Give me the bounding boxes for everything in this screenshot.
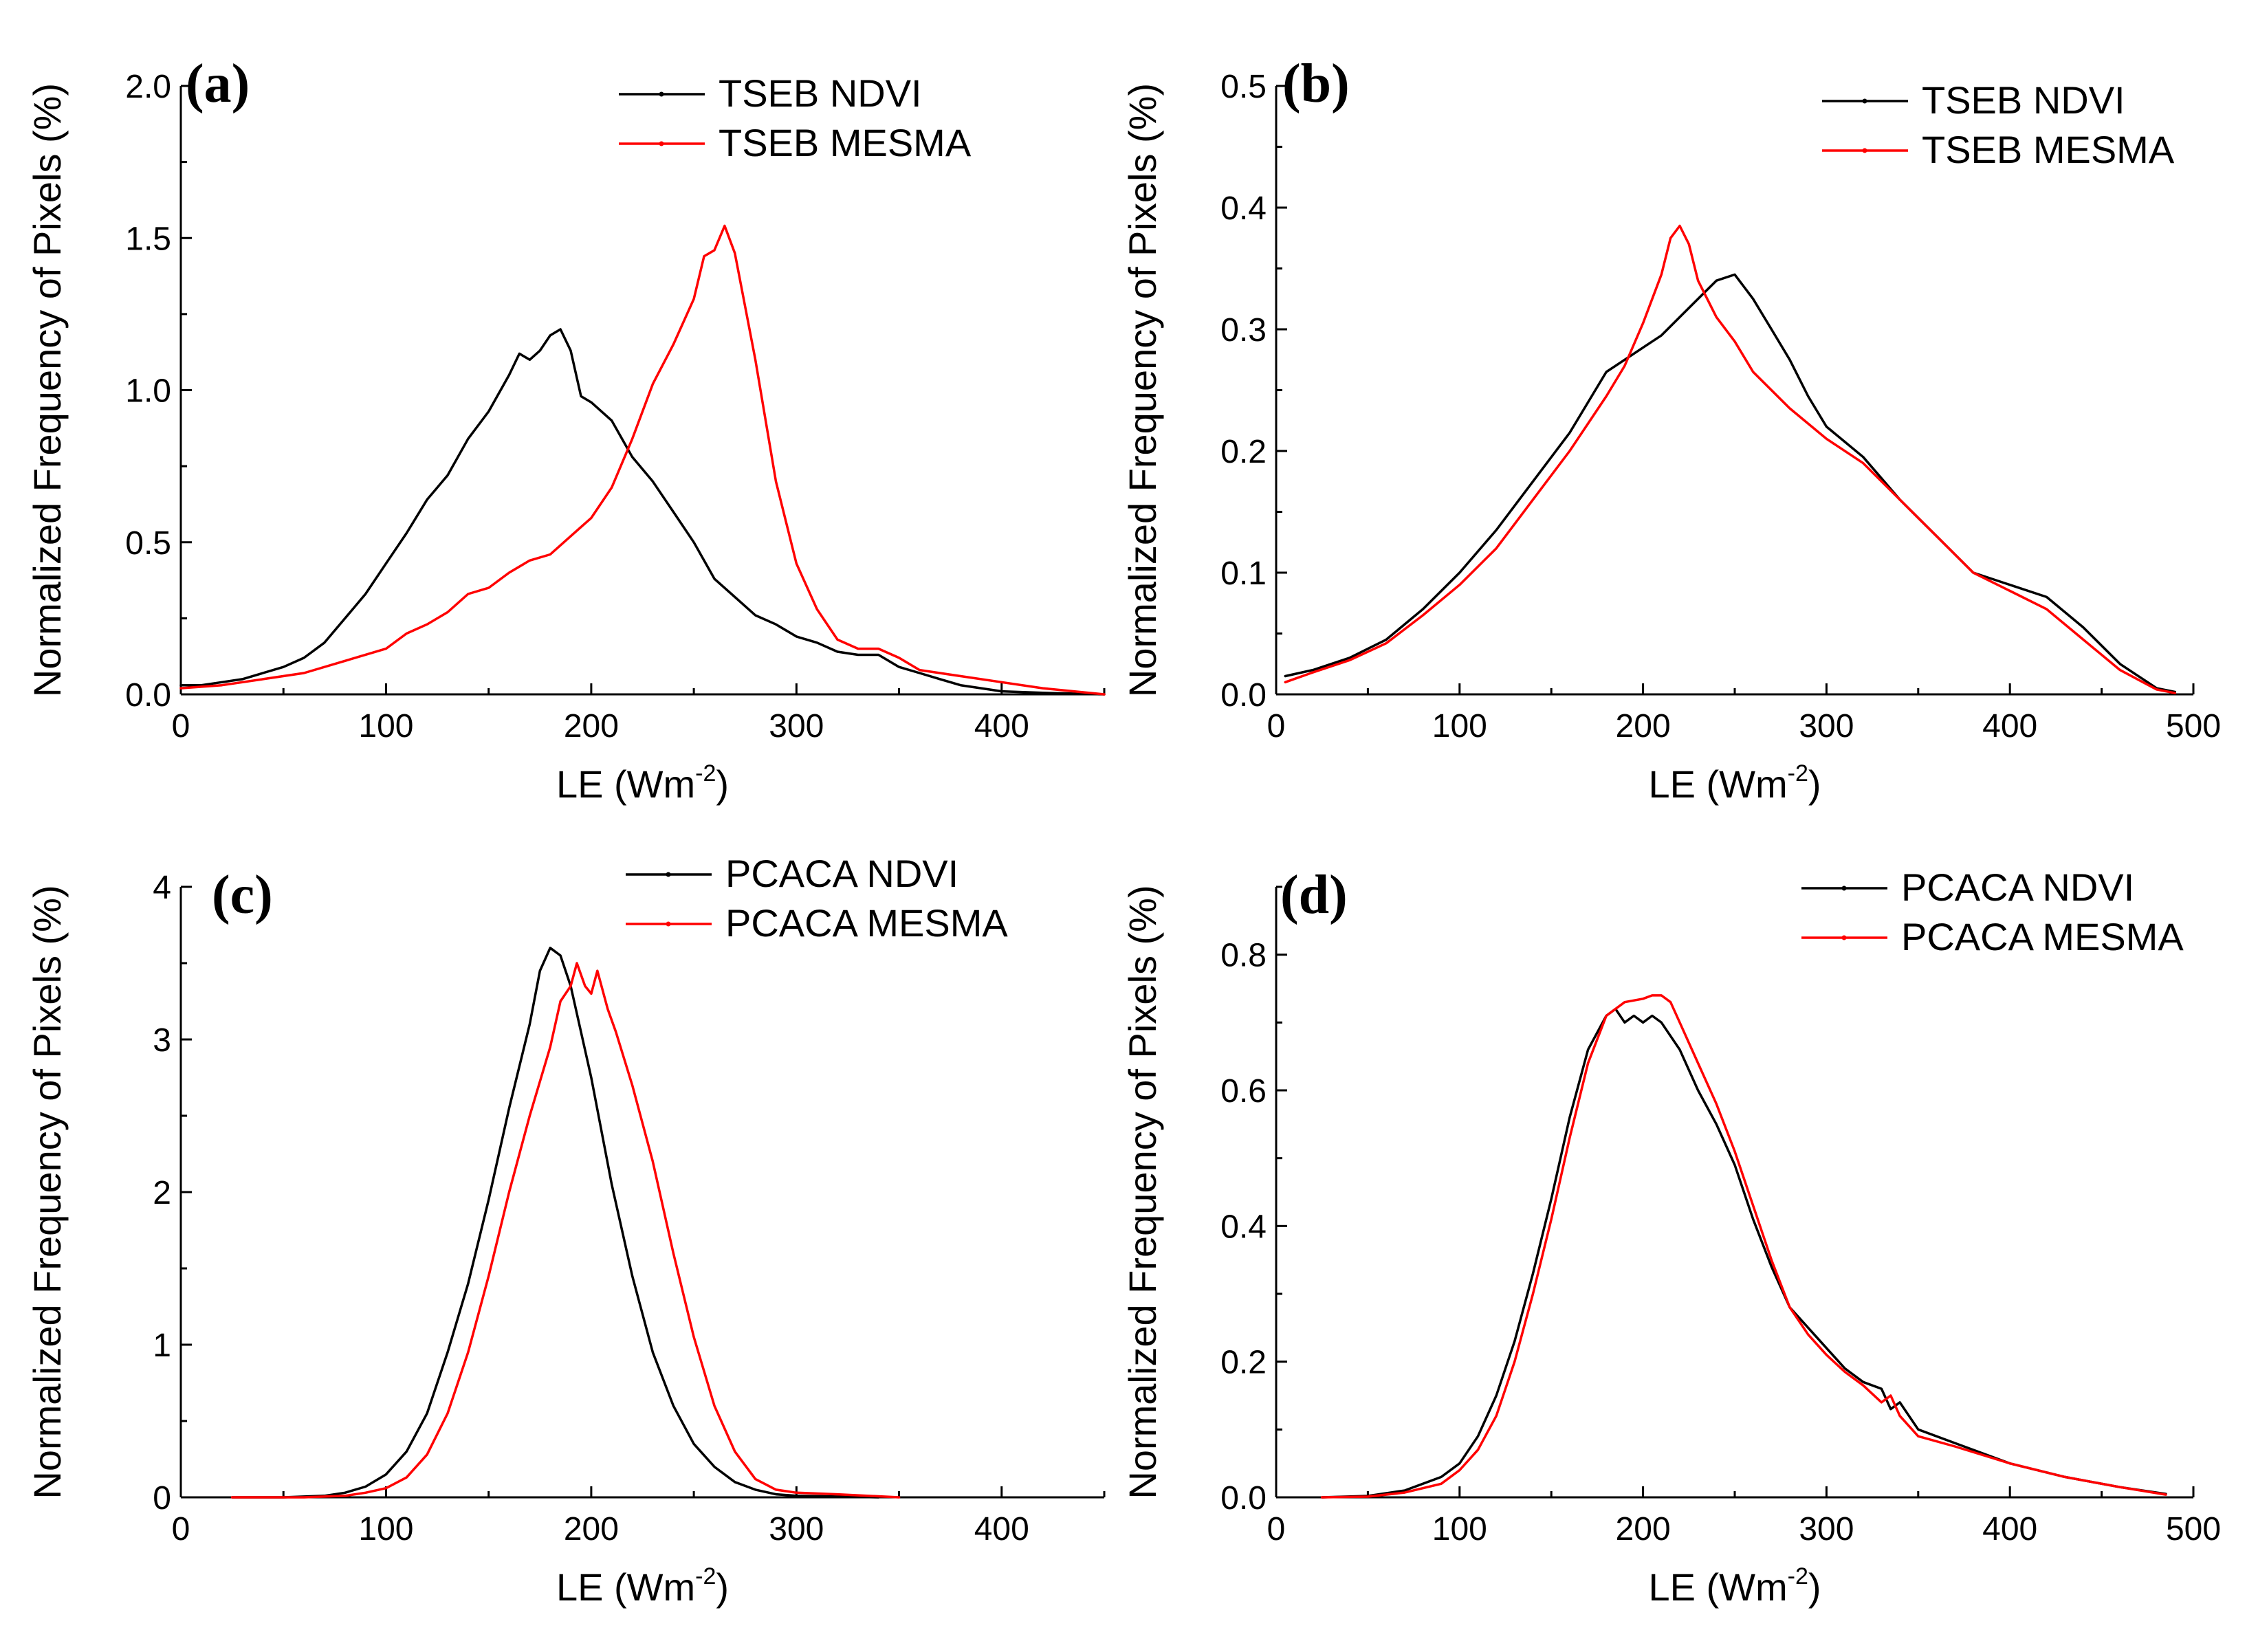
legend-marker	[1841, 935, 1847, 940]
x-tick-label: 300	[769, 708, 824, 745]
x-tick-label: 300	[1799, 708, 1854, 745]
x-axis-title-main: LE (Wm	[556, 762, 695, 806]
series-line-0	[1320, 1007, 2167, 1499]
x-axis-title-superscript: -2	[1788, 1563, 1808, 1589]
legend-marker	[666, 872, 671, 877]
x-axis-title-main: LE (Wm	[1648, 1565, 1787, 1609]
series-line-1	[230, 962, 901, 1499]
legend-label: TSEB NDVI	[719, 71, 922, 115]
y-tick-label: 0.4	[1220, 190, 1267, 227]
series-line-1	[179, 224, 1106, 696]
x-tick-label: 200	[1616, 708, 1671, 745]
x-tick-label: 200	[1616, 1511, 1671, 1548]
panel-tag: (a)	[186, 54, 250, 114]
x-axis-title: LE (Wm-2)	[1648, 760, 1821, 806]
series-line-0	[179, 328, 1106, 696]
y-tick-label: 1.0	[125, 373, 171, 410]
x-tick-label: 400	[1982, 1511, 2037, 1548]
x-axis-title-close: )	[716, 1565, 729, 1609]
y-tick-label: 2	[153, 1175, 171, 1211]
chart-panel-d: 0 100 200 300 400 500 0.0 0.2 0.4 0.6 0.8 LE (Wm-2)…	[1121, 865, 2221, 1609]
x-axis-title: LE (Wm-2)	[556, 760, 729, 806]
y-tick-label: 0.5	[1220, 69, 1267, 105]
y-tick-label: 1	[153, 1328, 171, 1364]
y-tick-label: 2.0	[125, 69, 171, 105]
x-axis-title-superscript: -2	[695, 760, 716, 786]
x-tick-label: 400	[1982, 708, 2037, 745]
y-tick-label: 0.2	[1220, 1345, 1267, 1381]
legend-marker	[659, 91, 664, 97]
x-tick-label: 400	[974, 1511, 1029, 1548]
chart-panel-a: 0 100 200 300 400 0.0 0.5 1.0 1.5 2.0 LE (Wm-2) Nor…	[25, 54, 1106, 806]
y-axis-title: Normalized Frequency of Pixels (%)	[25, 885, 69, 1499]
x-tick-label: 100	[1432, 708, 1487, 745]
x-axis-title: LE (Wm-2)	[1648, 1563, 1821, 1609]
legend-label: PCACA NDVI	[725, 852, 958, 895]
legend-label: PCACA MESMA	[1901, 915, 2184, 958]
x-tick-label: 100	[1432, 1511, 1487, 1548]
x-tick-label: 0	[1267, 1511, 1286, 1548]
y-tick-label: 4	[153, 870, 171, 906]
x-axis-title-close: )	[1808, 762, 1821, 806]
panel-tag: (c)	[212, 865, 273, 925]
legend-label: TSEB NDVI	[1922, 78, 2125, 122]
legend-marker	[666, 921, 671, 927]
x-tick-label: 300	[769, 1511, 824, 1548]
x-tick-label: 200	[564, 708, 619, 745]
x-tick-label: 200	[564, 1511, 619, 1548]
legend-marker	[1841, 885, 1847, 891]
legend-label: TSEB MESMA	[719, 121, 972, 164]
x-axis-title-main: LE (Wm	[1648, 762, 1787, 806]
y-tick-label: 0.5	[125, 525, 171, 562]
x-tick-label: 300	[1799, 1511, 1854, 1548]
legend-label: PCACA MESMA	[725, 901, 1008, 945]
y-tick-label: 3	[153, 1022, 171, 1059]
y-tick-label: 0.2	[1220, 434, 1267, 470]
y-tick-label: 0.4	[1220, 1209, 1267, 1245]
x-axis-title: LE (Wm-2)	[556, 1563, 729, 1609]
x-axis-title-close: )	[1808, 1565, 1821, 1609]
x-tick-label: 0	[172, 708, 190, 745]
x-tick-label: 400	[974, 708, 1029, 745]
x-tick-label: 500	[2166, 1511, 2221, 1548]
x-axis-title-main: LE (Wm	[556, 1565, 695, 1609]
x-axis-title-superscript: -2	[695, 1563, 716, 1589]
panel-tag: (b)	[1282, 54, 1350, 114]
y-tick-label: 0.0	[1220, 1480, 1267, 1517]
y-tick-label: 0.0	[1220, 677, 1267, 714]
series-line-0	[1284, 273, 2177, 694]
y-axis-title: Normalized Frequency of Pixels (%)	[1121, 885, 1164, 1499]
y-tick-label: 0.1	[1220, 555, 1267, 592]
legend-marker	[659, 141, 664, 146]
y-tick-label: 0.6	[1220, 1073, 1267, 1110]
x-tick-label: 100	[358, 1511, 413, 1548]
series-line-1	[1320, 994, 2167, 1499]
y-tick-label: 0	[153, 1480, 171, 1517]
legend-marker	[1862, 148, 1867, 153]
x-axis-title-close: )	[716, 762, 729, 806]
series-line-0	[230, 947, 880, 1499]
y-tick-label: 1.5	[125, 221, 171, 257]
y-tick-label: 0.0	[125, 677, 171, 714]
y-axis-title: Normalized Frequency of Pixels (%)	[1121, 83, 1164, 697]
chart-panel-b: 0 100 200 300 400 500 0.0 0.1 0.2 0.3 0.4 0.5 LE (Wm…	[1121, 54, 2221, 806]
y-tick-label: 0.3	[1220, 312, 1267, 349]
x-tick-label: 100	[358, 708, 413, 745]
legend-label: TSEB MESMA	[1922, 128, 2175, 171]
chart-panel-c: 0 100 200 300 400 0 1 2 3 4 LE (Wm-2) Normalized Fr…	[25, 852, 1106, 1609]
x-tick-label: 0	[1267, 708, 1286, 745]
x-tick-label: 0	[172, 1511, 190, 1548]
legend-marker	[1862, 98, 1867, 104]
x-tick-label: 500	[2166, 708, 2221, 745]
x-axis-title-superscript: -2	[1788, 760, 1808, 786]
y-tick-label: 0.8	[1220, 938, 1267, 974]
panel-tag: (d)	[1280, 865, 1348, 925]
series-line-1	[1284, 224, 2177, 694]
y-axis-title: Normalized Frequency of Pixels (%)	[25, 83, 69, 697]
legend-label: PCACA NDVI	[1901, 866, 2134, 909]
